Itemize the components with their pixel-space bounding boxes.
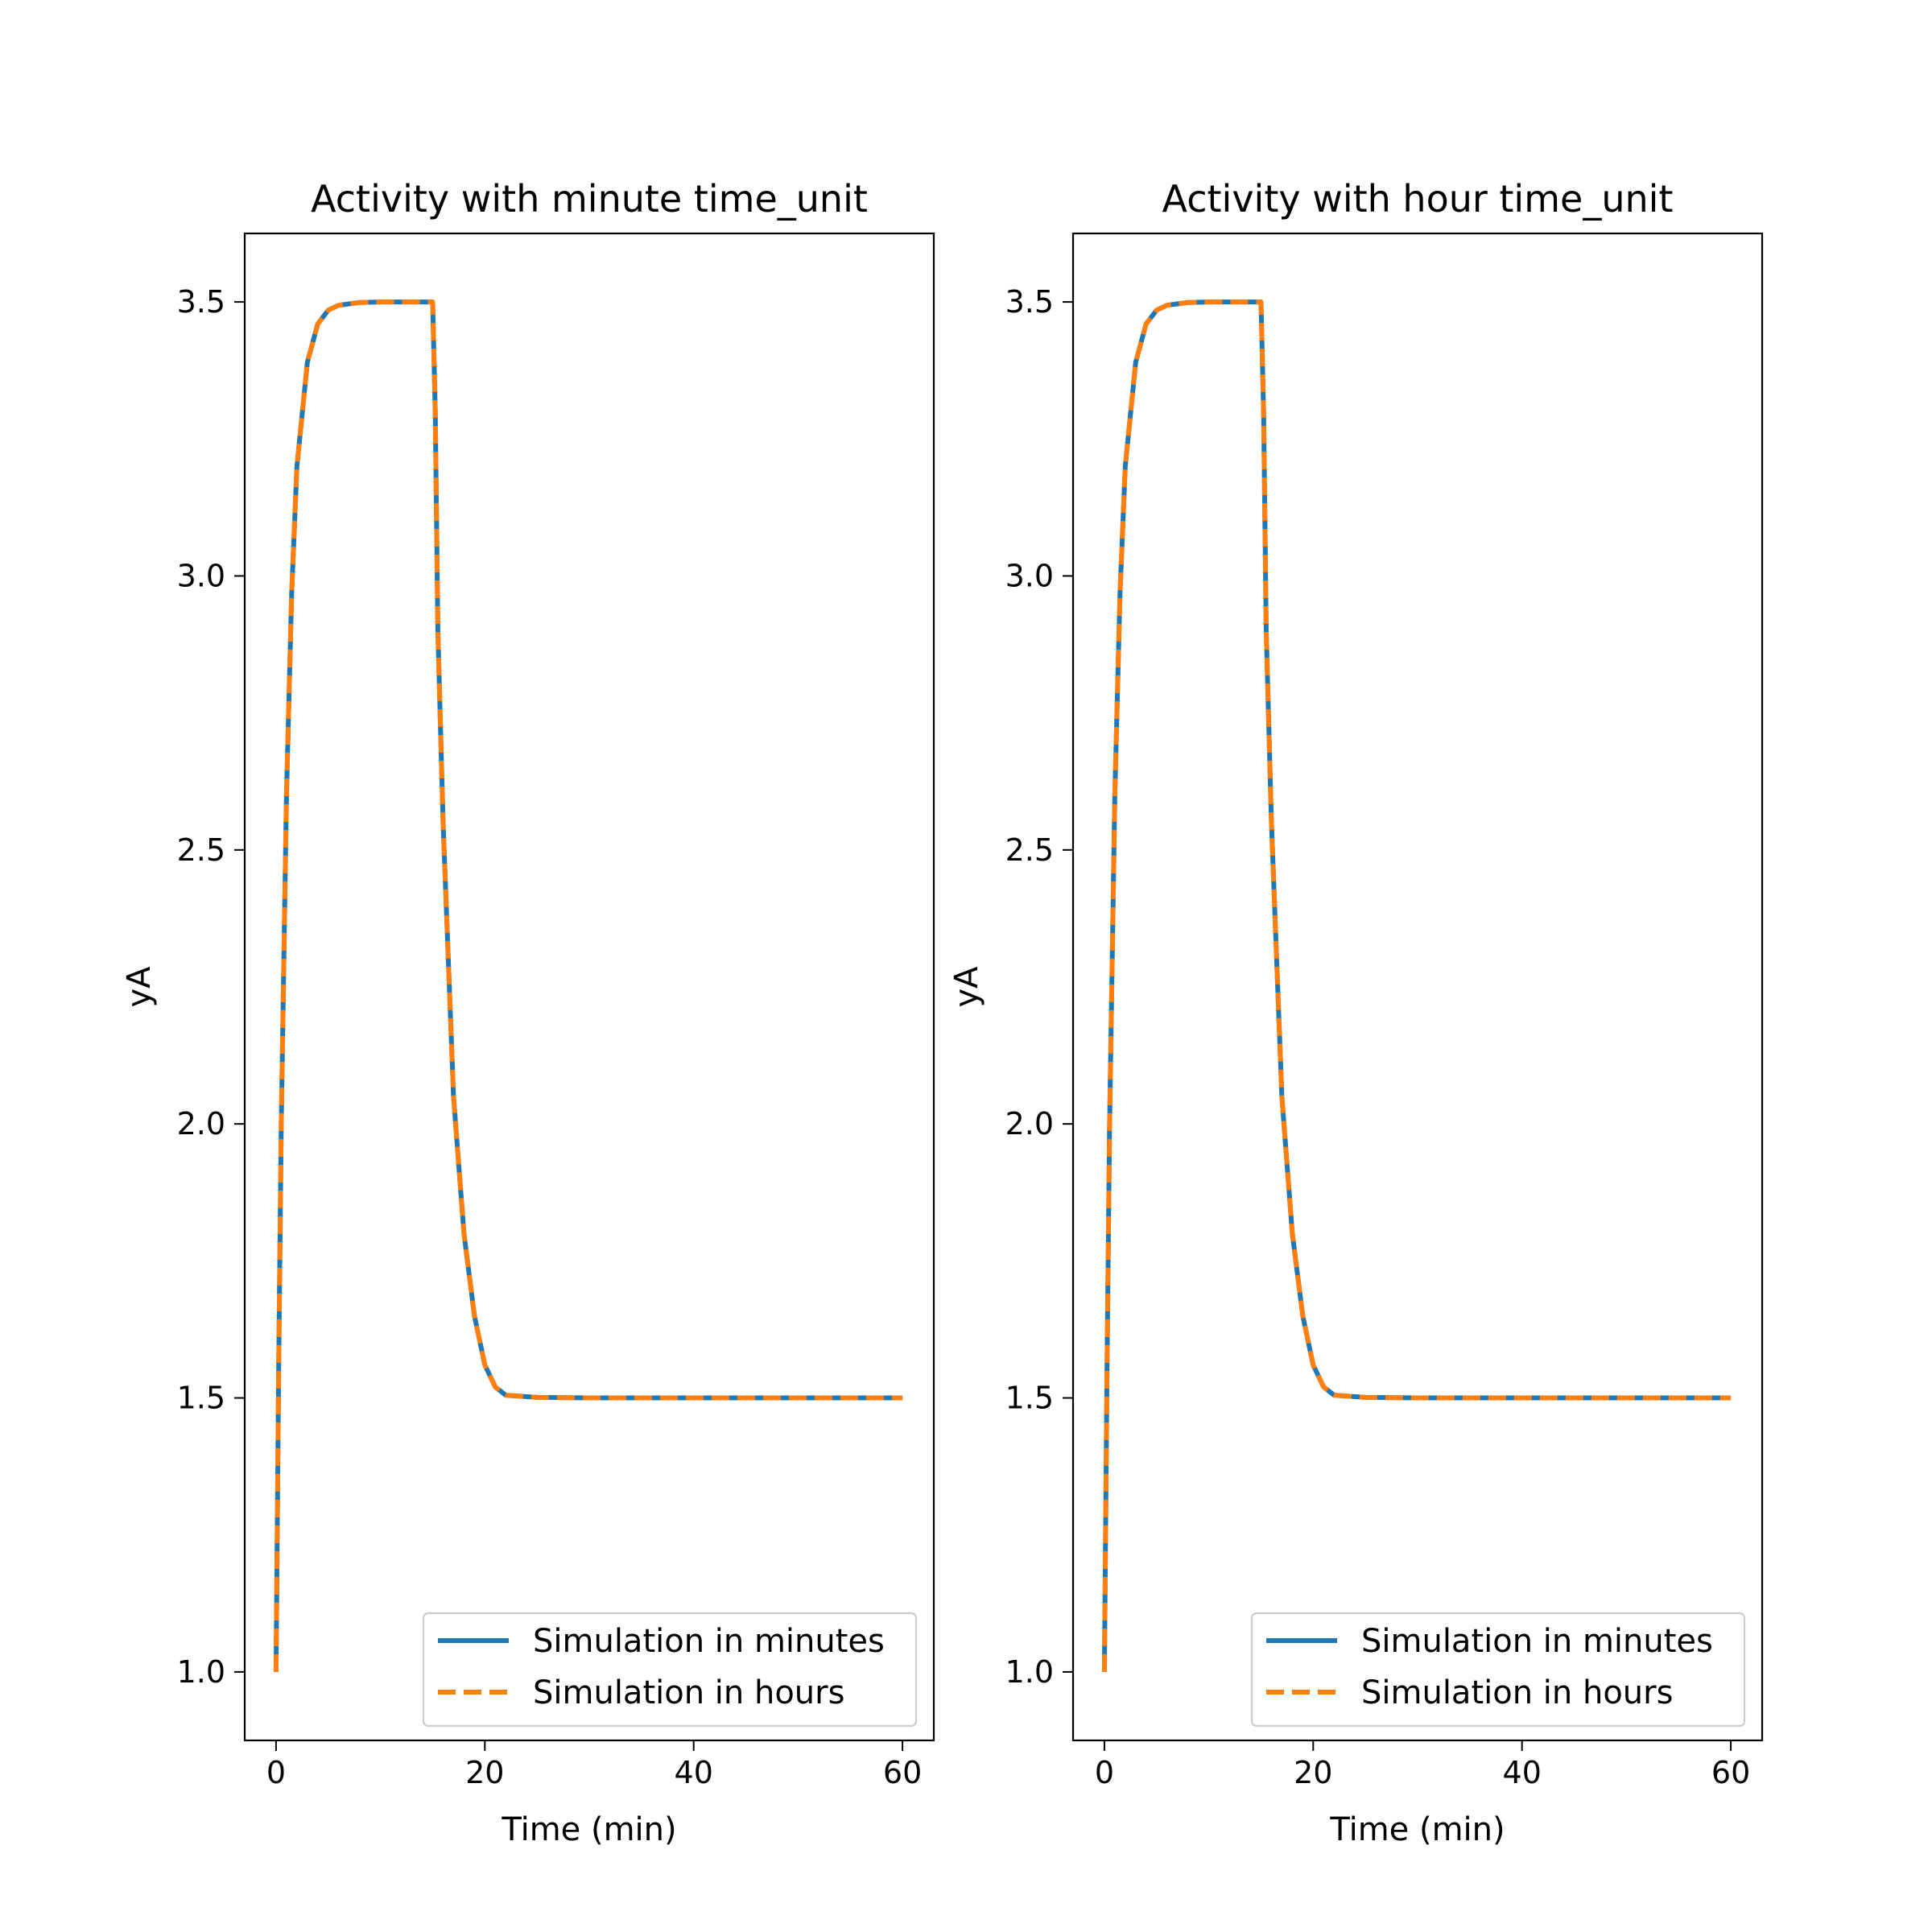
- panel-hour-axes-frame: [1071, 232, 1764, 1742]
- panel-minute: Activity with minute time_unit 0 20 40 60 1.…: [121, 177, 935, 1848]
- panel-minute-y-tick-label: 1.5: [177, 1381, 225, 1416]
- panel-minute-series-line-hours: [273, 299, 903, 1672]
- panel-hour-series-line-hours: [1101, 299, 1732, 1672]
- panel-hour-legend-box: [1250, 1612, 1746, 1728]
- panel-minute-x-tick-label: 40: [675, 1755, 713, 1790]
- panel-hour-legend-label-minutes: Simulation in minutes: [1361, 1623, 1713, 1660]
- panel-minute-plot: 0 20 40 60 1.0 1.5 2.0 2.5 3.0 3.5: [177, 284, 923, 1790]
- panel-hour-y-axis-label: yA: [948, 966, 985, 1008]
- panel-minute-axes-frame: [243, 232, 935, 1742]
- panel-minute-x-tick-label: 20: [465, 1755, 504, 1790]
- panel-hour-legend-label-hours: Simulation in hours: [1361, 1674, 1673, 1711]
- panel-minute-y-tick-label: 2.0: [177, 1106, 225, 1141]
- panel-minute-title: Activity with minute time_unit: [311, 177, 868, 221]
- panel-hour-y-tick-label: 2.0: [1005, 1106, 1054, 1141]
- panel-hour-title: Activity with hour time_unit: [1162, 177, 1674, 221]
- panel-hour: Activity with hour time_unit 0 20 40 60 1.0 1…: [948, 177, 1764, 1848]
- panel-minute-y-tick-label: 2.5: [177, 832, 225, 868]
- panel-hour-x-tick-label: 20: [1294, 1755, 1332, 1790]
- panel-minute-y-axis-label: yA: [121, 966, 158, 1008]
- panel-hour-y-tick-label: 1.5: [1005, 1381, 1054, 1416]
- panel-hour-x-tick-label: 60: [1711, 1755, 1750, 1790]
- panel-hour-x-tick-label: 0: [1095, 1755, 1114, 1790]
- panel-minute-x-tick-label: 60: [883, 1755, 922, 1790]
- panel-hour-x-tick-label: 40: [1503, 1755, 1542, 1790]
- panel-hour-y-tick-label: 3.5: [1005, 284, 1054, 320]
- panel-minute-y-tick-label: 3.0: [177, 558, 225, 593]
- panel-hour-x-axis-label: Time (min): [1329, 1811, 1505, 1848]
- panel-minute-y-tick-label: 1.0: [177, 1654, 225, 1690]
- panel-minute-legend-box: [422, 1612, 918, 1728]
- panel-hour-plot: 0 20 40 60 1.0 1.5 2.0 2.5 3.0 3.5: [1005, 284, 1751, 1790]
- panel-hour-y-tick-label: 1.0: [1005, 1654, 1054, 1690]
- panel-minute-legend-label-hours: Simulation in hours: [533, 1674, 844, 1711]
- panel-minute-legend: Simulation in minutes Simulation in hour…: [422, 1612, 918, 1728]
- panel-hour-y-tick-label: 2.5: [1005, 832, 1054, 868]
- panel-minute-x-axis-label: Time (min): [501, 1811, 676, 1848]
- panel-minute-x-tick-label: 0: [266, 1755, 286, 1790]
- panel-minute-y-tick-label: 3.5: [177, 284, 225, 320]
- panel-hour-y-tick-label: 3.0: [1005, 558, 1054, 593]
- panel-minute-legend-label-minutes: Simulation in minutes: [533, 1623, 885, 1660]
- panel-hour-legend: Simulation in minutes Simulation in hour…: [1250, 1612, 1746, 1728]
